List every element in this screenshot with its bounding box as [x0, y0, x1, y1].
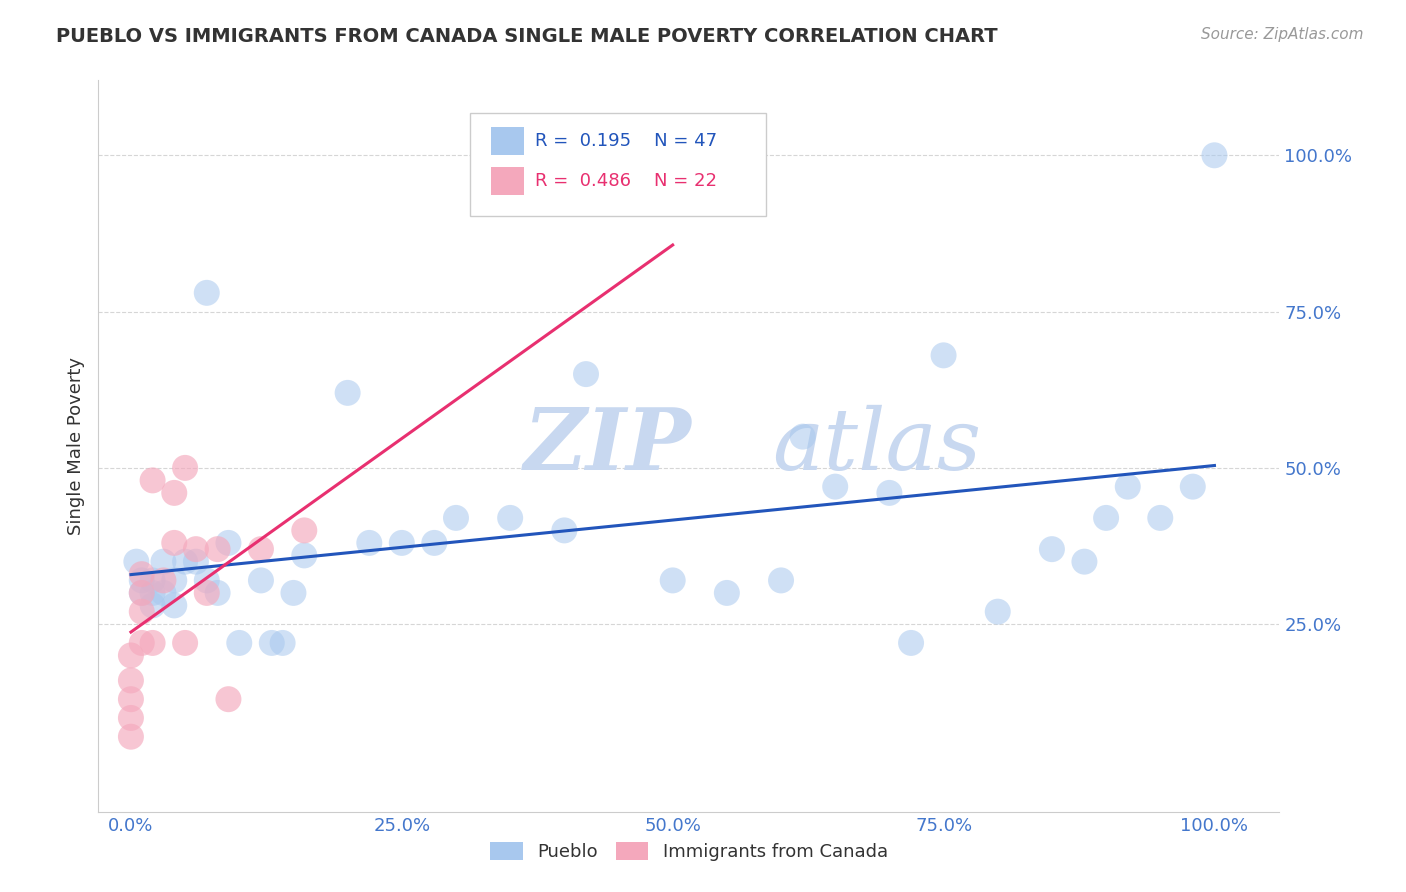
- Point: [163, 486, 186, 500]
- Point: [1040, 542, 1063, 557]
- Point: [824, 480, 846, 494]
- FancyBboxPatch shape: [471, 113, 766, 216]
- FancyBboxPatch shape: [491, 167, 523, 194]
- Legend: Pueblo, Immigrants from Canada: Pueblo, Immigrants from Canada: [482, 835, 896, 869]
- Point: [879, 486, 901, 500]
- Point: [152, 555, 174, 569]
- Point: [271, 636, 294, 650]
- Point: [131, 567, 153, 582]
- Point: [499, 511, 522, 525]
- Point: [792, 429, 814, 443]
- Point: [1095, 511, 1118, 525]
- Point: [120, 692, 142, 706]
- Point: [283, 586, 305, 600]
- Point: [553, 524, 575, 538]
- Point: [174, 461, 197, 475]
- Point: [163, 574, 186, 588]
- Point: [207, 542, 229, 557]
- Point: [1116, 480, 1139, 494]
- Point: [195, 574, 218, 588]
- Point: [900, 636, 922, 650]
- Point: [120, 730, 142, 744]
- Point: [1204, 148, 1226, 162]
- Point: [131, 586, 153, 600]
- Point: [131, 586, 153, 600]
- Point: [575, 367, 598, 381]
- Point: [716, 586, 738, 600]
- Point: [174, 555, 197, 569]
- Point: [1181, 480, 1204, 494]
- Point: [184, 542, 207, 557]
- Point: [163, 536, 186, 550]
- Point: [195, 586, 218, 600]
- Point: [1149, 511, 1171, 525]
- Point: [250, 542, 273, 557]
- Point: [250, 574, 273, 588]
- Point: [152, 586, 174, 600]
- Point: [142, 574, 165, 588]
- Point: [217, 692, 239, 706]
- Point: [932, 348, 955, 362]
- Point: [661, 574, 683, 588]
- Point: [217, 536, 239, 550]
- Point: [125, 555, 148, 569]
- Point: [120, 673, 142, 688]
- Point: [131, 574, 153, 588]
- Point: [444, 511, 467, 525]
- Point: [120, 648, 142, 663]
- Point: [142, 636, 165, 650]
- Point: [336, 385, 359, 400]
- Text: Source: ZipAtlas.com: Source: ZipAtlas.com: [1201, 27, 1364, 42]
- Point: [770, 574, 793, 588]
- Point: [391, 536, 413, 550]
- Text: R =  0.486    N = 22: R = 0.486 N = 22: [536, 172, 717, 190]
- Point: [423, 536, 446, 550]
- Point: [1073, 555, 1095, 569]
- Point: [292, 549, 315, 563]
- Point: [292, 524, 315, 538]
- Text: ZIP: ZIP: [523, 404, 692, 488]
- Point: [195, 285, 218, 300]
- Point: [120, 711, 142, 725]
- Point: [142, 474, 165, 488]
- FancyBboxPatch shape: [491, 127, 523, 155]
- Text: PUEBLO VS IMMIGRANTS FROM CANADA SINGLE MALE POVERTY CORRELATION CHART: PUEBLO VS IMMIGRANTS FROM CANADA SINGLE …: [56, 27, 998, 45]
- Point: [228, 636, 250, 650]
- Point: [131, 636, 153, 650]
- Point: [131, 605, 153, 619]
- Y-axis label: Single Male Poverty: Single Male Poverty: [66, 357, 84, 535]
- Point: [260, 636, 283, 650]
- Point: [142, 599, 165, 613]
- Text: atlas: atlas: [772, 405, 981, 487]
- Text: R =  0.195    N = 47: R = 0.195 N = 47: [536, 132, 717, 150]
- Point: [184, 555, 207, 569]
- Point: [142, 586, 165, 600]
- Point: [987, 605, 1010, 619]
- Point: [174, 636, 197, 650]
- Point: [152, 574, 174, 588]
- Point: [359, 536, 381, 550]
- Point: [207, 586, 229, 600]
- Point: [163, 599, 186, 613]
